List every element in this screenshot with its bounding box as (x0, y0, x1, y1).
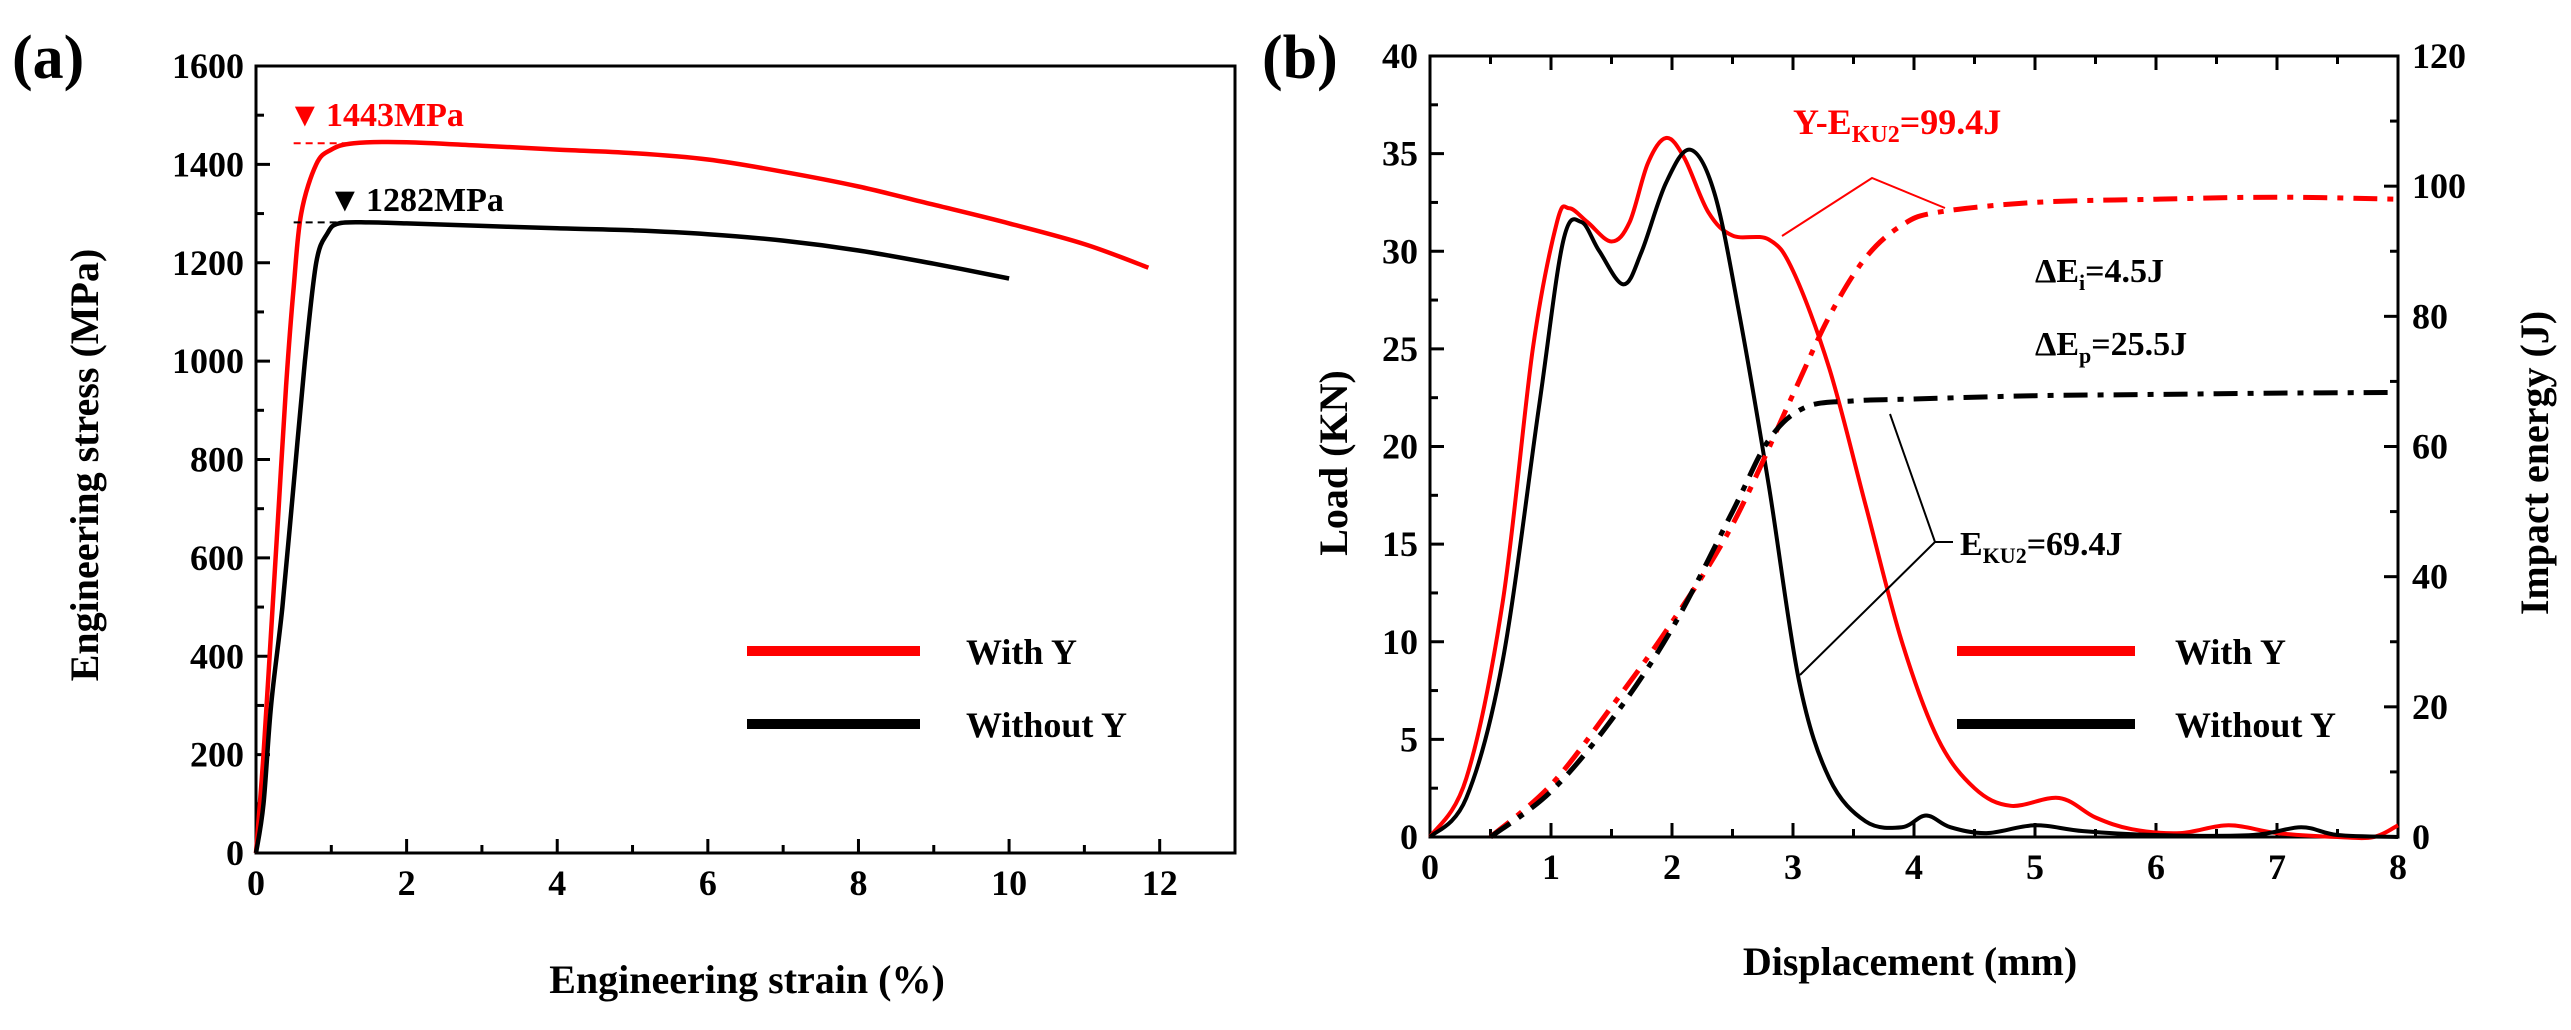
y-tick-label: 0 (1400, 817, 1418, 857)
panel-a: (a) Engineering stress (MPa) Engineering… (12, 24, 1237, 1002)
y2-tick-label: 20 (2412, 687, 2448, 727)
y2-tick-label: 120 (2412, 36, 2466, 76)
without-y-energy-label: EKU2=69.4J (1960, 526, 2123, 568)
x-tick-label: 2 (1663, 847, 1681, 887)
x-tick-label: 4 (548, 863, 566, 903)
y2-tick-label: 60 (2412, 427, 2448, 467)
y-tick-label: 20 (1382, 427, 1418, 467)
panel-b-right-y-axis-label: Impact energy (J) (2512, 311, 2557, 615)
y2-tick-label: 0 (2412, 817, 2430, 857)
panel-b-x-axis-label: Displacement (mm) (1743, 939, 2077, 984)
without-y-peak-label: 1282MPa (366, 182, 504, 219)
x-tick-label: 6 (2147, 847, 2165, 887)
legend-label-with-y: With Y (966, 632, 1077, 672)
without-y-peak-marker: ▼ (328, 182, 362, 219)
series-line-with-y-energy (1488, 194, 2399, 839)
without-y-energy-callout-line (1799, 413, 1937, 676)
x-tick-label: 5 (2026, 847, 2044, 887)
y-tick-label: 10 (1382, 622, 1418, 662)
panel-b: (b) Load (KN) Impact energy (J) Displace… (1262, 24, 2557, 984)
y-tick-label: 1400 (172, 144, 244, 184)
series-line-without-y-energy (1488, 390, 2399, 840)
series-line-without-y (253, 219, 1010, 854)
panel-a-legend: With Y Without Y (747, 632, 1127, 745)
panel-a-label: (a) (12, 24, 84, 92)
y-tick-label: 400 (190, 636, 244, 676)
panel-a-annotations: ▼ 1443MPa ▼ 1282MPa (288, 97, 504, 224)
delta-ei-label: ΔEi=4.5J (2035, 253, 2164, 295)
panel-b-label: (b) (1262, 24, 1338, 92)
panel-a-series (253, 139, 1150, 854)
series-line-with-y (1428, 135, 2399, 841)
y-tick-label: 35 (1382, 134, 1418, 174)
x-tick-label: 8 (849, 863, 867, 903)
x-tick-label: 6 (699, 863, 717, 903)
with-y-peak-label: 1443MPa (326, 97, 464, 134)
panel-b-y-axis-label: Load (KN) (1311, 370, 1356, 556)
y-tick-label: 30 (1382, 231, 1418, 271)
panel-a-x-axis-label: Engineering strain (%) (549, 957, 945, 1002)
x-tick-label: 8 (2389, 847, 2407, 887)
x-tick-label: 0 (1421, 847, 1439, 887)
y-tick-label: 600 (190, 538, 244, 578)
panel-a-y-axis-label: Engineering stress (MPa) (62, 249, 107, 682)
with-y-energy-label: Y-EKU2=99.4J (1793, 102, 2001, 148)
y-tick-label: 200 (190, 735, 244, 775)
with-y-energy-callout-line (1781, 176, 1946, 237)
x-tick-label: 7 (2268, 847, 2286, 887)
y-tick-label: 800 (190, 440, 244, 480)
y-tick-label: 1200 (172, 243, 244, 283)
x-tick-label: 12 (1142, 863, 1178, 903)
delta-ep-label: ΔEp=25.5J (2035, 326, 2187, 368)
y2-tick-label: 100 (2412, 166, 2466, 206)
legend-label-without-y-b: Without Y (2175, 705, 2336, 745)
legend-label-without-y: Without Y (966, 705, 1127, 745)
legend-label-with-y-b: With Y (2175, 632, 2286, 672)
panel-b-legend: With Y Without Y (1957, 632, 2336, 745)
series-line-with-y (253, 139, 1150, 854)
y-tick-label: 1600 (172, 46, 244, 86)
y-tick-label: 1000 (172, 341, 244, 381)
x-tick-label: 4 (1905, 847, 1923, 887)
y2-tick-label: 80 (2412, 296, 2448, 336)
x-tick-label: 2 (398, 863, 416, 903)
y-tick-label: 40 (1382, 36, 1418, 76)
x-tick-label: 10 (991, 863, 1027, 903)
series-line-without-y (1428, 147, 2399, 839)
y-tick-label: 5 (1400, 719, 1418, 759)
x-tick-label: 3 (1784, 847, 1802, 887)
with-y-peak-marker: ▼ (288, 97, 322, 134)
x-tick-label: 0 (247, 863, 265, 903)
y-tick-label: 15 (1382, 524, 1418, 564)
x-tick-label: 1 (1542, 847, 1560, 887)
y-tick-label: 25 (1382, 329, 1418, 369)
panel-a-axes: 0 2 4 6 8 10 12 0 200 400 600 800 1000 1200 1400 1600 (172, 46, 1237, 903)
y-tick-label: 0 (226, 833, 244, 873)
panel-b-annotations: Y-EKU2=99.4J ΔEi=4.5J ΔEp=25.5J EKU2=69.… (1781, 102, 2187, 676)
panel-b-series (1428, 135, 2399, 841)
y2-tick-label: 40 (2412, 557, 2448, 597)
